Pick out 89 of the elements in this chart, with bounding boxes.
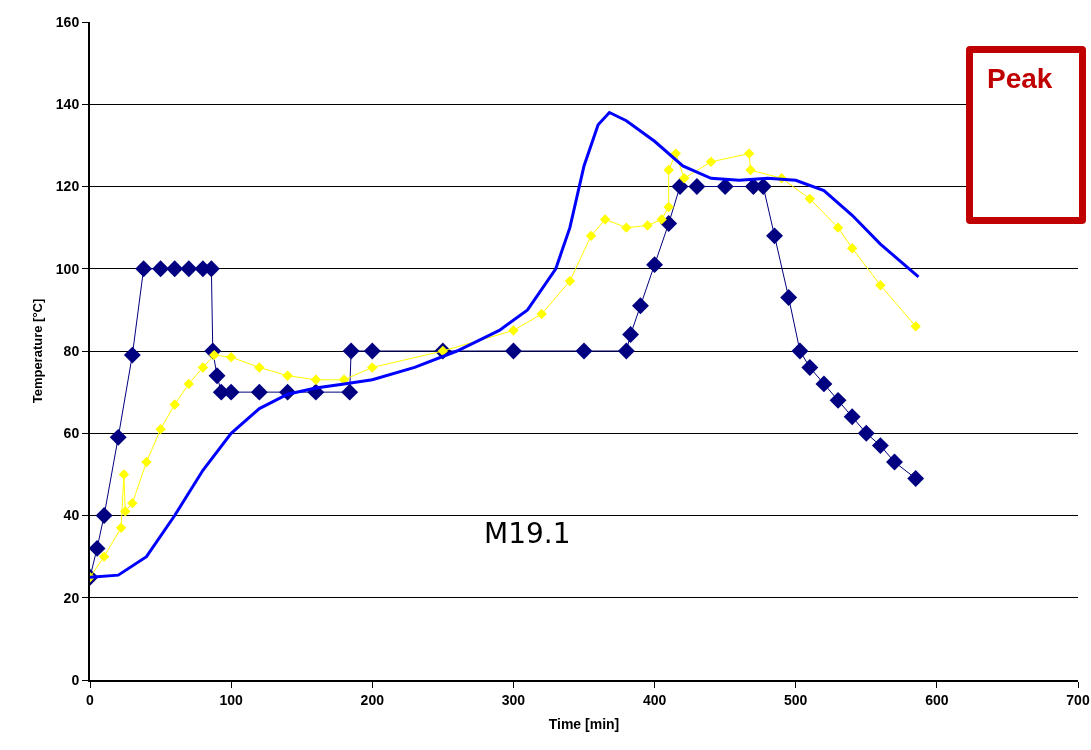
point [622, 326, 640, 343]
y-tick-label: 160 [55, 13, 80, 30]
point [705, 156, 717, 168]
x-tick-label: 0 [86, 691, 95, 708]
point [621, 222, 632, 233]
y-axis-title: Temperature [°C] [30, 298, 46, 404]
point [716, 178, 734, 195]
point [910, 321, 921, 332]
point [642, 220, 653, 231]
point [208, 367, 226, 385]
point [815, 375, 833, 393]
point [197, 362, 209, 373]
point [508, 325, 519, 336]
point [871, 437, 889, 455]
point [282, 370, 293, 381]
y-tick-label: 60 [63, 425, 80, 442]
point [886, 453, 903, 471]
point [135, 260, 153, 278]
point [341, 383, 359, 401]
y-tick-label: 120 [55, 178, 80, 195]
x-tick-label: 700 [1066, 691, 1090, 708]
point [857, 424, 875, 442]
point [843, 408, 861, 426]
point [127, 497, 138, 509]
point [599, 214, 611, 225]
point [780, 289, 798, 306]
point [169, 399, 180, 410]
x-axis-title: Time [min] [548, 715, 620, 732]
point [118, 469, 130, 480]
point [155, 423, 166, 435]
point [310, 374, 322, 385]
point [617, 342, 635, 360]
point [846, 242, 858, 254]
point [804, 193, 816, 205]
y-tick-label: 40 [63, 507, 80, 524]
y-tick-label: 0 [71, 671, 80, 688]
point [363, 342, 381, 360]
callout-box: Peak [966, 46, 1086, 224]
point [832, 222, 844, 233]
x-tick-label: 500 [784, 691, 808, 708]
point [183, 378, 194, 390]
x-tick-label: 200 [360, 691, 385, 708]
point [829, 391, 847, 409]
annotation: Peak [987, 63, 1053, 94]
point [585, 230, 597, 242]
point [663, 164, 674, 176]
x-tick-label: 400 [642, 691, 667, 708]
y-tick-label: 100 [55, 260, 80, 277]
point [504, 342, 522, 360]
point [766, 227, 783, 245]
point [254, 362, 265, 373]
point [679, 173, 690, 184]
point [141, 456, 152, 468]
y-tick-label: 20 [63, 589, 80, 606]
point [632, 297, 649, 315]
point [225, 351, 237, 363]
y-tick-label: 80 [63, 342, 80, 359]
point [115, 522, 127, 534]
point [250, 383, 268, 401]
x-tick-label: 300 [501, 691, 526, 708]
point [123, 346, 141, 364]
point [745, 164, 756, 176]
point [907, 470, 925, 487]
point [180, 260, 198, 278]
point [656, 214, 667, 225]
point [670, 148, 681, 159]
x-tick-label: 100 [219, 691, 244, 708]
point [166, 260, 184, 278]
point [95, 507, 113, 524]
point [743, 148, 755, 159]
point [367, 362, 378, 373]
point [109, 428, 127, 446]
point [342, 342, 360, 360]
point [688, 178, 706, 195]
x-tick-label: 600 [925, 691, 949, 708]
point [564, 275, 576, 287]
point [575, 342, 593, 360]
point [120, 506, 131, 517]
point [536, 308, 547, 320]
point [875, 280, 886, 291]
point [663, 201, 674, 213]
y-tick-label: 140 [55, 96, 80, 113]
point [98, 551, 110, 562]
point [791, 342, 809, 360]
point [646, 256, 664, 274]
point [90, 539, 106, 557]
annotation: M19.1 [484, 517, 571, 550]
point [801, 359, 819, 376]
point [152, 260, 170, 278]
